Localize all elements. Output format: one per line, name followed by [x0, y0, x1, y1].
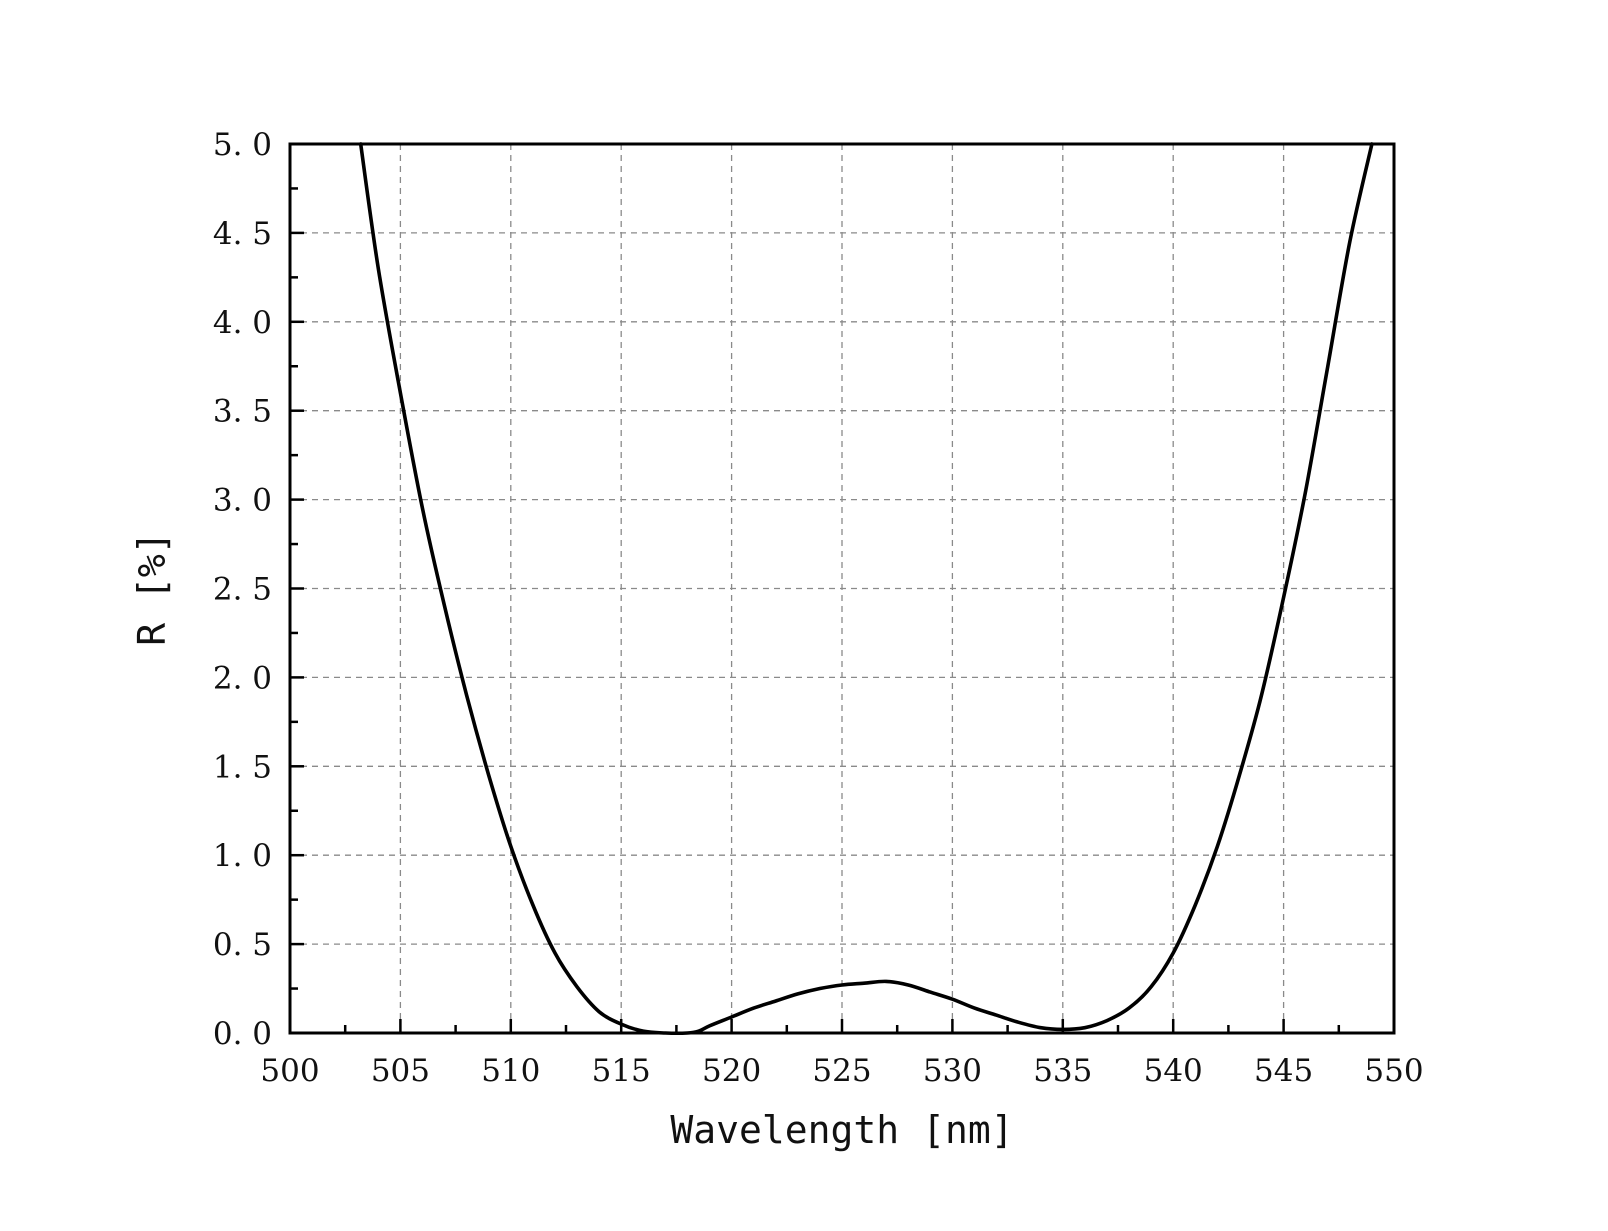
grid: [290, 144, 1394, 1033]
x-tick-label: 545: [1254, 1053, 1313, 1089]
y-tick-label: 0. 5: [213, 927, 272, 963]
y-tick-labels: 0. 0 0. 5 1. 0 1. 5 2. 0 2. 5 3. 0 3. 5 4. 0 4. 5…: [213, 127, 272, 1052]
x-tick-label: 515: [592, 1053, 651, 1089]
x-tick-label: 540: [1144, 1053, 1203, 1089]
y-tick-label: 2. 0: [213, 660, 272, 696]
x-tick-labels: 500 505 510 515 520 525 530 535 540 545 550: [260, 1053, 1423, 1089]
x-tick-label: 550: [1364, 1053, 1423, 1089]
y-tick-label: 1. 0: [213, 838, 272, 874]
x-tick-label: 530: [923, 1053, 982, 1089]
x-tick-label: 535: [1033, 1053, 1092, 1089]
y-tick-label: 4. 0: [213, 305, 272, 341]
y-tick-label: 0. 0: [213, 1016, 272, 1052]
y-tick-label: 4. 5: [213, 216, 272, 252]
y-tick-label: 3. 5: [213, 394, 272, 430]
y-tick-label: 5. 0: [213, 127, 272, 163]
y-axis-title: R [%]: [130, 531, 174, 645]
x-tick-label: 505: [371, 1053, 430, 1089]
x-tick-label: 510: [481, 1053, 540, 1089]
reflectance-curve: [358, 142, 1374, 1036]
x-tick-label: 500: [260, 1053, 319, 1089]
x-tick-label: 525: [812, 1053, 871, 1089]
plot-frame: [288, 142, 1396, 1035]
x-axis-title: Wavelength [nm]: [670, 1108, 1013, 1152]
y-tick-label: 1. 5: [213, 749, 272, 785]
y-tick-label: 3. 0: [213, 483, 272, 519]
y-tick-label: 2. 5: [213, 572, 272, 608]
x-tick-label: 520: [702, 1053, 761, 1089]
